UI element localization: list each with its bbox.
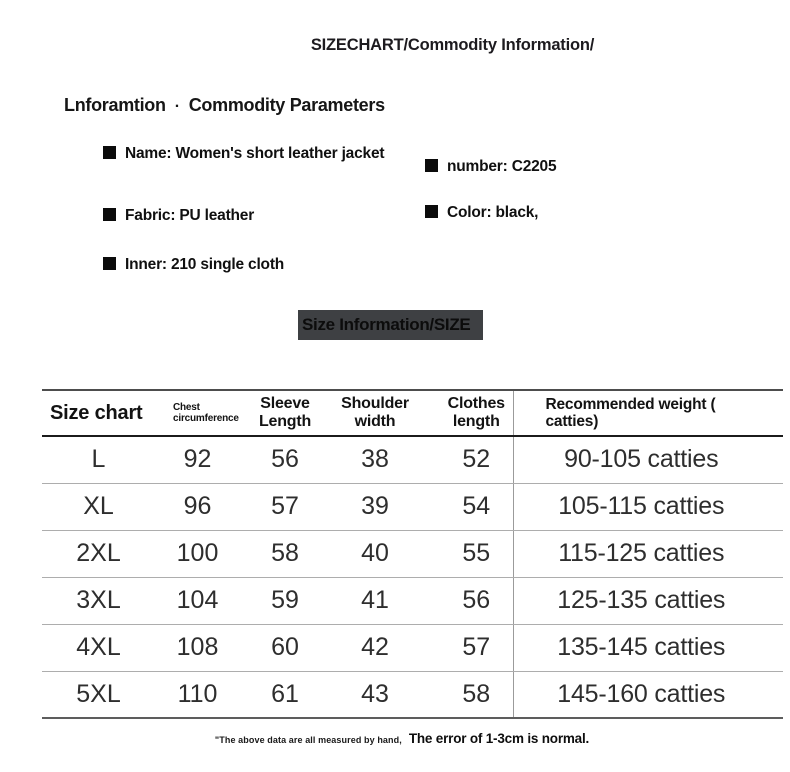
column-header-clothes-length: Clothes length [420, 390, 513, 437]
param-fabric: Fabric: PU leather [93, 205, 423, 227]
cell-clothes: 54 [420, 483, 513, 531]
param-color-label: Color: black, [447, 204, 539, 221]
table-header-row: Size chart Chest circumference Sleeve Le… [42, 390, 783, 437]
table-row-3xl: 3XL 104 59 41 56 125-135 catties [42, 577, 783, 625]
dot-separator: · [174, 98, 180, 115]
column-header-size-chart: Size chart [42, 390, 155, 437]
section-heading-left: Lnforamtion [64, 95, 166, 115]
param-name: Name: Women's short leather jacket [93, 143, 388, 165]
param-number: number: C2205 [415, 156, 745, 178]
cell-chest: 104 [155, 577, 240, 625]
param-color: Color: black, [415, 202, 745, 224]
bullet-square-icon [103, 257, 116, 270]
cell-shoulder: 43 [330, 671, 420, 719]
cell-chest: 100 [155, 530, 240, 578]
cell-sleeve: 61 [240, 671, 330, 719]
cell-weight: 135-145 catties [512, 624, 783, 672]
cell-weight: 115-125 catties [512, 530, 783, 578]
cell-shoulder: 41 [330, 577, 420, 625]
bullet-square-icon [103, 146, 116, 159]
cell-sleeve: 56 [240, 436, 330, 484]
cell-weight: 145-160 catties [512, 671, 783, 719]
table-row-5xl: 5XL 110 61 43 58 145-160 catties [42, 671, 783, 719]
param-inner: Inner: 210 single cloth [93, 254, 423, 276]
table-row-4xl: 4XL 108 60 42 57 135-145 catties [42, 624, 783, 672]
table-row-l: L 92 56 38 52 90-105 catties [42, 436, 783, 484]
cell-clothes: 56 [420, 577, 513, 625]
bullet-square-icon [425, 159, 438, 172]
param-fabric-label: Fabric: PU leather [125, 207, 255, 224]
column-header-recommended-weight: Recommended weight ( catties) [512, 390, 783, 437]
bullet-square-icon [103, 208, 116, 221]
cell-sleeve: 59 [240, 577, 330, 625]
section-heading-right: Commodity Parameters [188, 95, 385, 115]
param-name-label: Name: Women's short leather jacket [125, 145, 385, 162]
param-inner-label: Inner: 210 single cloth [125, 256, 285, 273]
cell-clothes: 52 [420, 436, 513, 484]
size-table: Size chart Chest circumference Sleeve Le… [42, 389, 783, 719]
size-information-banner: Size Information/SIZE [298, 310, 483, 340]
cell-shoulder: 39 [330, 483, 420, 531]
cell-size: 5XL [42, 671, 155, 719]
cell-sleeve: 60 [240, 624, 330, 672]
table-row-2xl: 2XL 100 58 40 55 115-125 catties [42, 530, 783, 578]
cell-size: 3XL [42, 577, 155, 625]
section-heading: Lnforamtion · Commodity Parameters [64, 95, 385, 116]
param-number-label: number: C2205 [447, 158, 557, 175]
cell-sleeve: 58 [240, 530, 330, 578]
cell-size: XL [42, 483, 155, 531]
cell-clothes: 55 [420, 530, 513, 578]
cell-sleeve: 57 [240, 483, 330, 531]
footnote-small-text: "The above data are all measured by hand… [214, 735, 402, 745]
cell-shoulder: 40 [330, 530, 420, 578]
column-header-chest-circumference: Chest circumference [155, 390, 240, 437]
footnote-large-text: The error of 1-3cm is normal. [408, 731, 590, 746]
column-header-shoulder-width: Shoulder width [330, 390, 420, 437]
cell-size: L [42, 436, 155, 484]
cell-chest: 110 [155, 671, 240, 719]
cell-weight: 105-115 catties [512, 483, 783, 531]
cell-size: 2XL [42, 530, 155, 578]
cell-chest: 96 [155, 483, 240, 531]
cell-clothes: 58 [420, 671, 513, 719]
table-row-xl: XL 96 57 39 54 105-115 catties [42, 483, 783, 531]
cell-clothes: 57 [420, 624, 513, 672]
column-header-sleeve-length: Sleeve Length [240, 390, 330, 437]
cell-size: 4XL [42, 624, 155, 672]
measurement-footnote: "The above data are all measured by hand… [0, 731, 790, 746]
bullet-square-icon [425, 205, 438, 218]
cell-weight: 125-135 catties [512, 577, 783, 625]
cell-shoulder: 38 [330, 436, 420, 484]
cell-chest: 92 [155, 436, 240, 484]
cell-shoulder: 42 [330, 624, 420, 672]
page-title: SIZECHART/Commodity Information/ [310, 36, 595, 54]
cell-chest: 108 [155, 624, 240, 672]
cell-weight: 90-105 catties [512, 436, 783, 484]
